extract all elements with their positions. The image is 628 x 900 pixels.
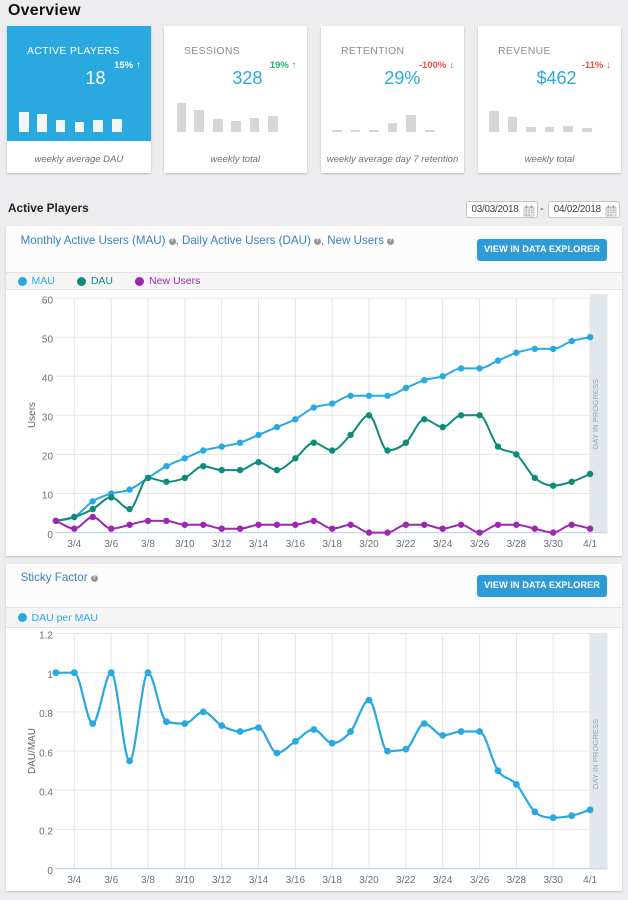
svg-text:3/26: 3/26 <box>470 875 490 886</box>
svg-text:3/20: 3/20 <box>359 539 379 550</box>
svg-text:3/24: 3/24 <box>433 875 453 886</box>
svg-text:40: 40 <box>42 373 54 384</box>
svg-text:0: 0 <box>47 530 53 541</box>
svg-text:DAU/MAU: DAU/MAU <box>27 728 38 774</box>
svg-text:1.2: 1.2 <box>39 631 53 642</box>
svg-text:3/6: 3/6 <box>104 539 118 550</box>
svg-text:3/4: 3/4 <box>67 875 81 886</box>
svg-text:3/10: 3/10 <box>175 875 195 886</box>
svg-text:3/20: 3/20 <box>359 875 379 886</box>
svg-text:1: 1 <box>47 670 53 681</box>
svg-text:50: 50 <box>42 334 54 345</box>
svg-text:0.6: 0.6 <box>39 748 53 759</box>
svg-text:3/4: 3/4 <box>67 539 81 550</box>
svg-text:3/16: 3/16 <box>286 539 306 550</box>
svg-text:3/8: 3/8 <box>141 875 155 886</box>
svg-text:3/30: 3/30 <box>543 539 563 550</box>
svg-text:Users: Users <box>27 402 38 428</box>
svg-text:10: 10 <box>42 491 54 502</box>
svg-text:4/1: 4/1 <box>583 875 597 886</box>
svg-text:3/28: 3/28 <box>507 539 527 550</box>
svg-text:3/22: 3/22 <box>396 875 416 886</box>
svg-text:4/1: 4/1 <box>583 539 597 550</box>
svg-text:3/18: 3/18 <box>322 875 342 886</box>
svg-text:30: 30 <box>42 412 54 423</box>
svg-text:3/10: 3/10 <box>175 539 195 550</box>
svg-text:3/28: 3/28 <box>507 875 527 886</box>
svg-text:3/30: 3/30 <box>543 875 563 886</box>
svg-text:60: 60 <box>42 295 54 306</box>
svg-text:DAY IN PROGRESS: DAY IN PROGRESS <box>591 719 600 789</box>
svg-text:0.2: 0.2 <box>39 827 53 838</box>
svg-text:3/6: 3/6 <box>104 875 118 886</box>
svg-text:0.4: 0.4 <box>39 787 53 798</box>
svg-text:3/12: 3/12 <box>212 539 232 550</box>
svg-text:3/8: 3/8 <box>141 539 155 550</box>
svg-text:0: 0 <box>47 866 53 877</box>
svg-text:DAY IN PROGRESS: DAY IN PROGRESS <box>591 379 600 449</box>
svg-text:3/14: 3/14 <box>249 875 269 886</box>
svg-text:3/14: 3/14 <box>249 539 269 550</box>
svg-text:3/12: 3/12 <box>212 875 232 886</box>
svg-text:3/22: 3/22 <box>396 539 416 550</box>
svg-text:3/24: 3/24 <box>433 539 453 550</box>
svg-text:3/18: 3/18 <box>322 539 342 550</box>
svg-text:0.8: 0.8 <box>39 709 53 720</box>
svg-text:20: 20 <box>42 452 54 463</box>
svg-text:3/26: 3/26 <box>470 539 490 550</box>
svg-text:3/16: 3/16 <box>286 875 306 886</box>
